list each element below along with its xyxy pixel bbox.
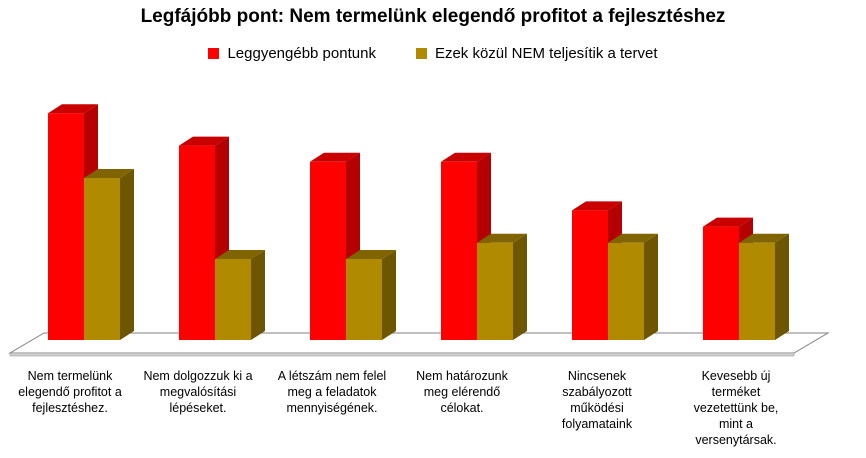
bar-1-2 <box>179 145 215 340</box>
category-label-1: Nem termelünk elegendő profitot a fejleszt… <box>4 368 136 416</box>
bar-1-3 <box>310 161 346 340</box>
legend-item-series-2: Ezek közül NEM teljesítik a tervet <box>415 45 658 62</box>
bar-2-2-top <box>215 250 265 259</box>
bar-1-3-top <box>310 152 360 162</box>
bar-1-6-top <box>703 217 753 227</box>
category-label-line: A létszám nem felel <box>277 369 387 383</box>
category-label-line: Kevesebb új <box>701 369 771 383</box>
bar-2-1-side <box>120 169 134 340</box>
category-label-line: fejlesztéshez. <box>32 401 108 415</box>
floor-edge <box>9 352 795 357</box>
bar-1-1-top <box>48 104 98 114</box>
bar-2-1-top <box>84 169 134 178</box>
category-label-line: vezetettünk be, <box>693 401 779 415</box>
bar-2-2-side <box>251 250 265 340</box>
category-label-line: Nem határozunk <box>416 369 508 383</box>
bar-2-1 <box>84 178 120 340</box>
bar-2-4-top <box>477 233 527 243</box>
category-label-line: Nem dolgozzuk ki a <box>143 369 253 383</box>
bar-2-5-side <box>644 233 658 340</box>
bar-1-5-top <box>572 201 622 211</box>
category-label-2: Nem dolgozzuk ki a megvalósítási lépéseket… <box>132 368 264 416</box>
category-label-line: megvalósítási <box>159 385 237 399</box>
legend-label-series-1: Leggyengébb pontunk <box>227 45 376 62</box>
category-label-5: Nincsenek szabályozott működési folyamatain… <box>531 368 663 432</box>
bar-2-6 <box>739 242 775 340</box>
bar-2-3-side <box>382 250 396 340</box>
category-label-4: Nem határozunk meg elérendő célokat. <box>396 368 528 416</box>
category-label-line: mennyiségének. <box>286 401 378 415</box>
legend-item-series-1: Leggyengébb pontunk <box>208 45 376 62</box>
bar-1-2-top <box>179 136 229 146</box>
bar-2-6-top <box>739 233 789 243</box>
category-label-line: meg a feladatok <box>287 385 377 399</box>
legend: Leggyengébb pontunk Ezek közül NEM telje… <box>0 45 866 62</box>
bar-2-3-top <box>346 250 396 259</box>
category-label-line: mint a <box>718 417 754 431</box>
bar-1-1 <box>48 113 84 340</box>
bar-1-4-top <box>441 152 491 162</box>
category-label-line: folyamataink <box>561 417 633 431</box>
category-label-line: működési <box>570 401 624 415</box>
category-label-line: versenytársak. <box>695 433 777 447</box>
legend-swatch-series-2 <box>415 48 427 59</box>
legend-swatch-series-1 <box>208 48 220 59</box>
category-label-line: elegendő profitot a <box>18 385 122 399</box>
category-label-6: Kevesebb új terméket vezetettünk be, mint a… <box>670 368 802 448</box>
legend-label-series-2: Ezek közül NEM teljesítik a tervet <box>434 45 658 62</box>
bar-2-4-side <box>513 233 527 340</box>
category-label-line: szabályozott <box>562 385 632 399</box>
category-label-line: Nincsenek <box>567 369 627 383</box>
category-label-line: meg elérendő <box>423 385 501 399</box>
bar-2-3 <box>346 259 382 340</box>
category-label-line: Nem termelünk <box>27 369 113 383</box>
category-label-line: lépéseket. <box>169 401 227 415</box>
category-label-line: terméket <box>711 385 761 399</box>
category-label-line: célokat. <box>440 401 484 415</box>
bar-2-5 <box>608 242 644 340</box>
category-label-3: A létszám nem felel meg a feladatok mennyi… <box>266 368 398 416</box>
bar-2-5-top <box>608 233 658 243</box>
bar-1-4 <box>441 161 477 340</box>
chart-title: Legfájóbb pont: Nem termelünk elegendő p… <box>140 6 726 27</box>
bar-2-6-side <box>775 233 789 340</box>
bar-1-6 <box>703 226 739 340</box>
bar-1-5 <box>572 210 608 340</box>
bar-2-4 <box>477 242 513 340</box>
bar-2-2 <box>215 259 251 340</box>
